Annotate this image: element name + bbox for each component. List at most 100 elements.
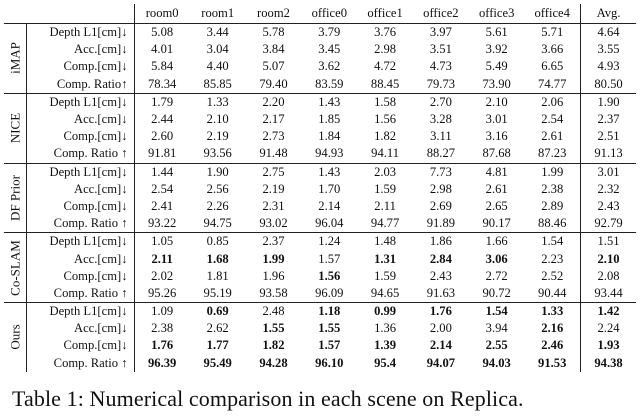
best-value: 94.38 bbox=[594, 355, 623, 370]
value-cell: 88.45 bbox=[370, 76, 400, 91]
value-cell: 4.93 bbox=[579, 58, 637, 76]
value-cell: 91.13 bbox=[579, 145, 637, 163]
value-cell: 1.36 bbox=[374, 321, 397, 336]
best-value: 1.76 bbox=[151, 338, 174, 353]
best-value: 1.54 bbox=[485, 304, 508, 319]
value-cell: 3.11 bbox=[430, 129, 452, 144]
table-row: Comp.[cm]↓ 1.76 1.77 1.82 1.57 1.39 2.14 2.55 2.… bbox=[4, 337, 637, 355]
header-row: room0 room1 room2 office0 office1 office2 offi… bbox=[4, 4, 637, 24]
value-cell: 1.82 bbox=[374, 129, 397, 144]
value-cell: 1.82 bbox=[246, 337, 302, 354]
metric-label: Comp. Ratio ↑ bbox=[26, 354, 135, 372]
value-cell: 3.01 bbox=[485, 112, 508, 127]
value-cell: 1.76 bbox=[134, 337, 190, 354]
value-cell: 1.51 bbox=[579, 232, 637, 251]
value-cell: 2.43 bbox=[579, 197, 637, 216]
best-value: 1.68 bbox=[206, 251, 229, 266]
method-group-cell: DF Prior bbox=[4, 162, 27, 233]
value-cell: 1.85 bbox=[318, 112, 341, 127]
value-cell: 5.78 bbox=[245, 23, 302, 42]
value-cell: 2.11 bbox=[374, 198, 396, 213]
value-cell: 7.73 bbox=[412, 162, 469, 181]
value-cell: 94.11 bbox=[371, 146, 400, 161]
value-cell: 5.84 bbox=[151, 59, 174, 74]
value-cell: 3.55 bbox=[579, 41, 637, 59]
value-cell: 90.72 bbox=[482, 285, 511, 300]
value-cell: 1.59 bbox=[374, 268, 397, 283]
value-cell: 95.49 bbox=[190, 355, 246, 372]
value-cell: 2.41 bbox=[151, 198, 174, 213]
table-row: Acc.[cm]↓ 2.44 2.10 2.17 1.85 1.56 3.28 3.01 2.5… bbox=[4, 110, 637, 129]
best-value: 1.39 bbox=[374, 338, 397, 353]
table-body: iMAP Depth L1[cm]↓ 5.08 3.44 5.78 3.79 3.76 3.9… bbox=[4, 23, 637, 372]
value-cell: 2.98 bbox=[429, 181, 452, 196]
value-cell: 3.97 bbox=[412, 23, 469, 42]
value-cell: 1.39 bbox=[357, 337, 413, 354]
method-name: Co-SLAM bbox=[7, 239, 23, 296]
metric-label: Comp.[cm]↓ bbox=[26, 58, 135, 76]
column-header: office3 bbox=[468, 4, 525, 24]
value-cell: 3.51 bbox=[429, 42, 452, 57]
best-value: 1.31 bbox=[374, 251, 397, 266]
value-cell: 3.44 bbox=[189, 23, 246, 42]
value-cell: 2.24 bbox=[579, 320, 637, 338]
value-cell: 2.60 bbox=[151, 129, 174, 144]
value-cell: 78.34 bbox=[147, 76, 177, 91]
value-cell: 2.02 bbox=[151, 268, 174, 283]
value-cell: 2.73 bbox=[262, 129, 285, 144]
value-cell: 2.61 bbox=[485, 181, 508, 196]
value-cell: 1.55 bbox=[301, 320, 357, 337]
value-cell: 2.54 bbox=[151, 181, 174, 196]
value-cell: 4.40 bbox=[206, 59, 229, 74]
value-cell: 2.14 bbox=[413, 337, 469, 354]
value-cell: 3.04 bbox=[206, 42, 229, 57]
value-cell: 3.92 bbox=[485, 42, 508, 57]
value-cell: 2.65 bbox=[485, 198, 508, 213]
column-header: office4 bbox=[524, 4, 581, 24]
best-value: 2.46 bbox=[541, 338, 564, 353]
value-cell: 1.56 bbox=[374, 112, 397, 127]
value-cell: 5.71 bbox=[524, 23, 581, 42]
table-row: Ours Depth L1[cm]↓ 1.09 0.69 2.48 1.18 0.99 1.7… bbox=[4, 301, 637, 372]
value-cell: 87.23 bbox=[538, 146, 567, 161]
value-cell: 2.10 bbox=[468, 92, 525, 111]
value-cell: 1.05 bbox=[134, 232, 190, 251]
value-cell: 1.90 bbox=[579, 92, 637, 111]
best-value: 0.69 bbox=[206, 304, 229, 319]
best-value: 96.10 bbox=[315, 355, 344, 370]
metric-label: Acc.[cm]↓ bbox=[26, 41, 135, 59]
table-row: Comp.[cm]↓ 2.41 2.26 2.31 2.14 2.11 2.69 2.65 2.… bbox=[4, 197, 637, 216]
value-cell: 79.73 bbox=[426, 76, 456, 91]
method-name: iMAP bbox=[7, 42, 23, 75]
value-cell: 4.01 bbox=[151, 42, 174, 57]
value-cell: 3.79 bbox=[301, 23, 358, 42]
value-cell: 2.44 bbox=[151, 112, 174, 127]
value-cell: 2.20 bbox=[245, 92, 302, 111]
column-header: office1 bbox=[357, 4, 413, 24]
value-cell: 1.99 bbox=[524, 162, 581, 181]
best-value: 95.49 bbox=[203, 355, 232, 370]
value-cell: 93.02 bbox=[259, 216, 288, 231]
value-cell: 2.51 bbox=[579, 128, 637, 146]
value-cell: 93.22 bbox=[147, 216, 177, 231]
value-cell: 96.04 bbox=[315, 216, 344, 231]
value-cell: 2.00 bbox=[429, 321, 452, 336]
value-cell: 2.06 bbox=[524, 92, 581, 111]
metric-label: Acc.[cm]↓ bbox=[26, 180, 135, 198]
value-cell: 91.89 bbox=[426, 216, 456, 231]
table-row: Comp. Ratio ↑ 95.26 95.19 93.58 96.09 94.65 91… bbox=[4, 284, 637, 303]
value-cell: 1.57 bbox=[301, 337, 357, 354]
value-cell: 95.26 bbox=[147, 285, 177, 300]
best-value: 1.93 bbox=[597, 338, 620, 353]
value-cell: 1.44 bbox=[134, 162, 190, 181]
method-group-cell: Ours bbox=[4, 301, 27, 372]
column-header: room0 bbox=[134, 4, 190, 24]
value-cell: 0.85 bbox=[189, 232, 246, 251]
value-cell: 2.55 bbox=[469, 337, 525, 354]
value-cell: 2.26 bbox=[206, 198, 229, 213]
value-cell: 94.93 bbox=[315, 146, 344, 161]
value-cell: 2.19 bbox=[262, 181, 285, 196]
value-cell: 1.58 bbox=[357, 92, 413, 111]
header-corner bbox=[4, 4, 26, 24]
